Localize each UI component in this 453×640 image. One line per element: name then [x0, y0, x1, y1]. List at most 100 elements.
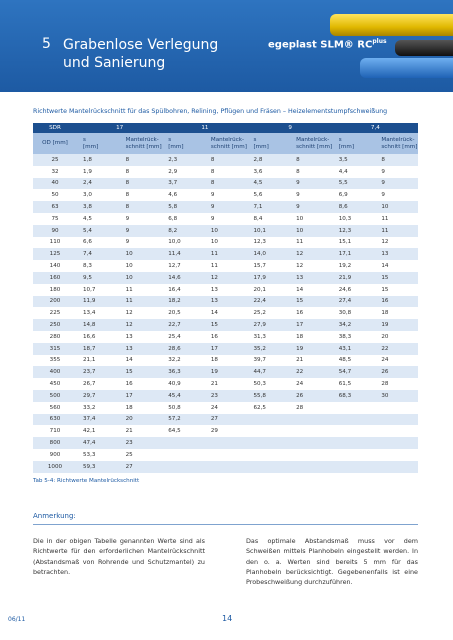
logo: egeplast SLM® RCplus — [268, 38, 387, 50]
table-cell: 315 — [33, 342, 77, 355]
table-cell: 355 — [49, 357, 61, 364]
table-cell: 10 — [290, 224, 333, 237]
table-cell: 5,6 — [253, 192, 263, 199]
table-row: 355 21,1 14 32,2 18 39,7 21 48,5 24 — [33, 355, 418, 367]
table-cell: 37,4 — [77, 413, 120, 426]
table-cell: 3,6 — [253, 168, 263, 175]
table-cell: 27 — [119, 460, 163, 473]
table-cell: 110 — [49, 239, 61, 246]
table-cell: 17 — [290, 319, 333, 331]
table-cell: 15 — [204, 319, 248, 331]
header-cell: s [mm] — [77, 133, 120, 154]
table-cell: 90 — [33, 224, 77, 237]
table-cell: 11,4 — [162, 248, 205, 261]
table-cell: 9,5 — [77, 271, 120, 284]
table-cell: 225 — [49, 310, 61, 317]
table-cell: 40,9 — [168, 381, 181, 388]
table-cell: 18,2 — [162, 295, 205, 308]
table-row: 280 16,6 13 25,4 16 31,3 18 38,3 20 — [33, 331, 418, 343]
table-cell: 22,4 — [247, 295, 291, 308]
table-row: 180 10,7 11 16,4 13 20,1 14 24,6 15 — [33, 284, 418, 296]
table-cell: 53,3 — [83, 451, 96, 458]
table-cell: 9 — [290, 201, 333, 213]
footer-date: 06/11 — [8, 616, 26, 623]
table-cell: 54,7 — [332, 366, 376, 379]
table-cell: 13,4 — [83, 310, 96, 317]
table-cell: 8,4 — [253, 215, 263, 222]
header-cell: 9 — [247, 123, 333, 133]
table-cell: 8 — [119, 154, 163, 166]
table-cell: 24,6 — [338, 286, 352, 293]
table-cell: 11,9 — [77, 295, 120, 308]
table-cell: 8 — [119, 177, 163, 190]
table-row: 315 18,7 13 28,6 17 35,2 19 43,1 22 — [33, 342, 418, 355]
table-cell: 11 — [210, 263, 218, 270]
table-row: 400 23,7 15 36,3 19 44,7 22 54,7 26 — [33, 366, 418, 379]
table-cell: 27,9 — [247, 319, 291, 331]
table-cell: 9 — [296, 192, 300, 199]
empty-cell — [333, 449, 376, 461]
header-cell: 17 — [77, 123, 163, 133]
table-cell: 4,4 — [338, 168, 348, 175]
table-cell: 8 — [290, 154, 333, 166]
table-cell: 64,5 — [168, 428, 181, 435]
empty-cell — [162, 460, 205, 473]
table-cell: 16,6 — [83, 333, 96, 340]
table-row: 800 47,4 23 — [33, 437, 418, 449]
table-cell: 10 — [296, 215, 304, 222]
page-number: 14 — [222, 614, 233, 623]
table-cell: 14,6 — [162, 271, 205, 284]
empty-cell — [290, 425, 333, 437]
table-cell: 50,8 — [168, 404, 181, 411]
table-cell: 19 — [204, 366, 248, 379]
table-cell: 8 — [375, 154, 418, 166]
table-cell: 12,3 — [332, 224, 376, 237]
table-cell: 8 — [210, 168, 215, 175]
table-row: 225 13,4 12 20,5 14 25,2 16 30,8 18 — [33, 307, 418, 319]
table-cell: 22,7 — [162, 319, 205, 331]
empty-cell — [333, 425, 376, 437]
table-cell: 1000 — [33, 460, 77, 473]
table-cell: 21,1 — [83, 357, 96, 364]
table-row: 450 26,7 16 40,9 21 50,3 24 61,5 28 — [33, 378, 418, 390]
table-cell: 21 — [125, 428, 133, 435]
table-cell: 15 — [290, 295, 333, 308]
table-cell: 9 — [125, 239, 130, 246]
empty-cell — [290, 437, 333, 449]
table-cell: 1,8 — [77, 154, 120, 166]
empty-cell — [290, 449, 333, 461]
table-row: 140 8,3 10 12,7 11 15,7 12 19,2 14 — [33, 260, 418, 272]
divider — [33, 524, 418, 525]
table-row: 250 14,8 12 22,7 15 27,9 17 34,2 19 — [33, 319, 418, 331]
table-cell: 14,8 — [77, 319, 120, 331]
table-cell: 5,5 — [332, 177, 376, 190]
empty-cell — [332, 437, 376, 449]
table-cell: 61,5 — [338, 381, 352, 388]
table-cell: 10 — [119, 271, 163, 284]
table-cell: 900 — [49, 451, 61, 458]
table-cell: 280 — [49, 333, 61, 340]
table-cell: 10 — [125, 263, 133, 270]
table-cell: 8,6 — [332, 201, 376, 213]
table-cell: 25,2 — [253, 310, 266, 317]
pipe-image — [360, 58, 453, 78]
table-cell: 50,3 — [253, 381, 266, 388]
table-cell: 9 — [210, 192, 215, 199]
brand: egeplast — [268, 39, 317, 51]
table-cell: 6,8 — [168, 215, 178, 222]
header-cell: 11 — [162, 123, 248, 133]
table-cell: 4,5 — [83, 215, 92, 222]
chapter-title: Grabenlose Verlegung und Sanierung — [63, 36, 218, 72]
table-cell: 3,7 — [162, 177, 205, 190]
table-cell: 24 — [296, 381, 304, 388]
table-cell: 21 — [210, 381, 218, 388]
table-cell: 42,1 — [83, 428, 96, 435]
empty-cell — [333, 402, 376, 414]
table-cell: 14 — [296, 286, 304, 293]
header-cell: Mantelrück- schnitt [mm] — [375, 133, 418, 154]
pipe-image — [330, 14, 453, 36]
table-cell: 28,6 — [162, 342, 205, 355]
table-cell: 8 — [125, 168, 130, 175]
table-cell: 12,3 — [253, 239, 266, 246]
table-cell: 4,5 — [247, 177, 291, 190]
